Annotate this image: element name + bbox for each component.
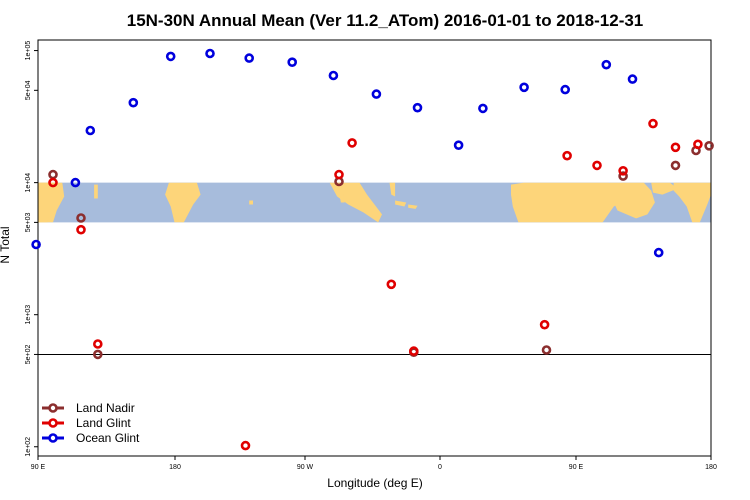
series-ocean-glint (31, 48, 664, 258)
map-land (38, 182, 711, 223)
land-shape (408, 204, 418, 209)
data-point (85, 125, 96, 136)
x-tick-label: 90 W (297, 464, 314, 471)
data-point (70, 177, 81, 188)
land-shape (337, 182, 345, 203)
land-shape (94, 184, 98, 199)
y-tick-label: 5e+04 (25, 80, 32, 100)
land-shape (249, 200, 253, 205)
data-point (670, 160, 681, 171)
y-axis: 1e+02 5e+02 1e+03 5e+03 1e+04 5e+04 1e+05 (25, 41, 38, 457)
x-axis-label: Longitude (deg E) (327, 476, 422, 490)
legend-item: Land Glint (42, 416, 131, 430)
data-point (627, 74, 638, 84)
data-point (601, 59, 612, 70)
data-points (31, 48, 714, 451)
data-point (386, 279, 397, 290)
data-point (541, 345, 552, 355)
land-shape (651, 182, 678, 195)
legend-marker (48, 433, 58, 443)
data-point (240, 440, 251, 451)
data-point (76, 213, 86, 223)
y-tick-label: 5e+02 (25, 345, 32, 365)
data-point (48, 177, 58, 188)
chart-title: 15N-30N Annual Mean (Ver 11.2_ATom) 2016… (127, 11, 644, 30)
legend-label: Land Glint (76, 416, 131, 430)
y-tick-label: 1e+03 (25, 305, 32, 325)
data-point (412, 102, 423, 113)
series-land-nadir (48, 141, 714, 360)
data-point (371, 89, 382, 99)
x-axis: 90 E 180 90 W 0 90 E 180 (31, 456, 717, 471)
x-tick-label: 180 (705, 464, 717, 471)
data-point (76, 224, 86, 235)
data-point (618, 171, 628, 181)
data-point (453, 140, 464, 150)
data-point (670, 142, 681, 153)
data-point (592, 160, 602, 171)
series-land-glint (48, 118, 703, 451)
data-point (693, 139, 703, 150)
x-tick-label: 90 E (31, 464, 46, 471)
land-shape (38, 182, 59, 223)
data-point (244, 53, 254, 63)
data-point (93, 339, 103, 349)
data-point (653, 247, 664, 258)
world-map-band (38, 182, 711, 223)
land-shape (511, 182, 627, 223)
data-point (478, 103, 488, 114)
data-point (165, 51, 176, 62)
plot-frame (37, 39, 712, 457)
data-point (519, 82, 529, 93)
y-tick-label: 1e+04 (25, 173, 32, 193)
data-point (334, 169, 344, 180)
legend-item: Land Nadir (42, 401, 135, 415)
data-point (328, 70, 339, 81)
data-point (93, 349, 103, 360)
land-shape (395, 200, 407, 207)
data-point (562, 150, 572, 161)
legend-marker (48, 418, 58, 428)
data-point (539, 319, 550, 330)
x-tick-label: 0 (438, 464, 442, 471)
data-point (287, 57, 298, 68)
y-axis-label: N Total (0, 226, 12, 263)
x-tick-label: 180 (169, 464, 181, 471)
data-point (205, 48, 215, 59)
data-point (704, 141, 714, 151)
data-point (347, 138, 357, 148)
land-shape (610, 182, 655, 219)
y-tick-label: 1e+05 (25, 41, 32, 61)
y-tick-label: 1e+02 (25, 437, 32, 457)
y-tick-label: 5e+03 (25, 212, 32, 232)
data-point (618, 166, 628, 176)
legend-label: Ocean Glint (76, 431, 140, 445)
x-tick-label: 90 E (569, 464, 584, 471)
data-point (128, 97, 139, 108)
data-point (648, 118, 658, 129)
legend-marker (48, 403, 58, 413)
data-point (408, 346, 419, 356)
data-point (48, 169, 58, 180)
data-point (560, 84, 571, 95)
legend-item: Ocean Glint (42, 431, 140, 445)
data-point (31, 239, 41, 250)
land-shape (389, 182, 396, 197)
legend-label: Land Nadir (76, 401, 135, 415)
land-shape (165, 182, 201, 223)
land-shape (673, 182, 711, 223)
